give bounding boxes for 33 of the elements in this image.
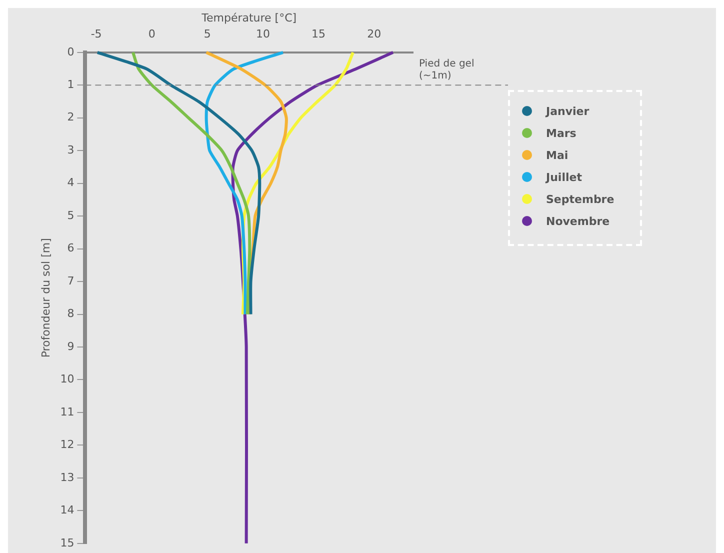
y-tick-label: 14: [60, 504, 74, 517]
legend-label: Septembre: [546, 192, 614, 206]
y-tick-label: 8: [67, 307, 74, 320]
x-tick-label: 15: [312, 28, 326, 41]
y-tick-label: 9: [67, 340, 74, 353]
y-tick-label: 13: [60, 470, 74, 484]
x-tick-label: 0: [148, 28, 156, 41]
legend-label: Mai: [546, 148, 568, 162]
legend-label: Janvier: [546, 104, 590, 118]
y-tick-label: 0: [67, 45, 74, 58]
y-tick-label: 11: [60, 405, 74, 418]
y-tick-label: 5: [67, 208, 74, 222]
x-tick-label: 5: [204, 28, 211, 41]
line-series: [96, 50, 262, 316]
y-tick-label: 12: [60, 438, 74, 452]
y-axis-title: Profondeur du sol [m]: [39, 238, 52, 358]
y-tick-label: 2: [67, 110, 74, 124]
y-tick-label: 10: [60, 372, 74, 386]
y-tick-label: 3: [67, 143, 74, 156]
x-tick-label: 10: [256, 28, 270, 41]
y-tick-label: 6: [67, 242, 74, 255]
y-tick-label: 4: [67, 176, 74, 190]
legend-label: Juillet: [546, 170, 582, 184]
line-series: [131, 50, 252, 316]
legend-label: Novembre: [546, 214, 610, 228]
x-axis-title: Température [°C]: [200, 11, 297, 24]
x-tick-label: 20: [367, 28, 382, 41]
y-tick-label: 7: [67, 274, 74, 288]
ref-line-label: Pied de gel (~1m): [419, 58, 474, 82]
x-tick-label: -5: [90, 28, 102, 41]
legend-label: Mars: [546, 126, 576, 140]
y-tick-label: 1: [67, 78, 74, 91]
y-tick-label: 15: [60, 536, 74, 550]
